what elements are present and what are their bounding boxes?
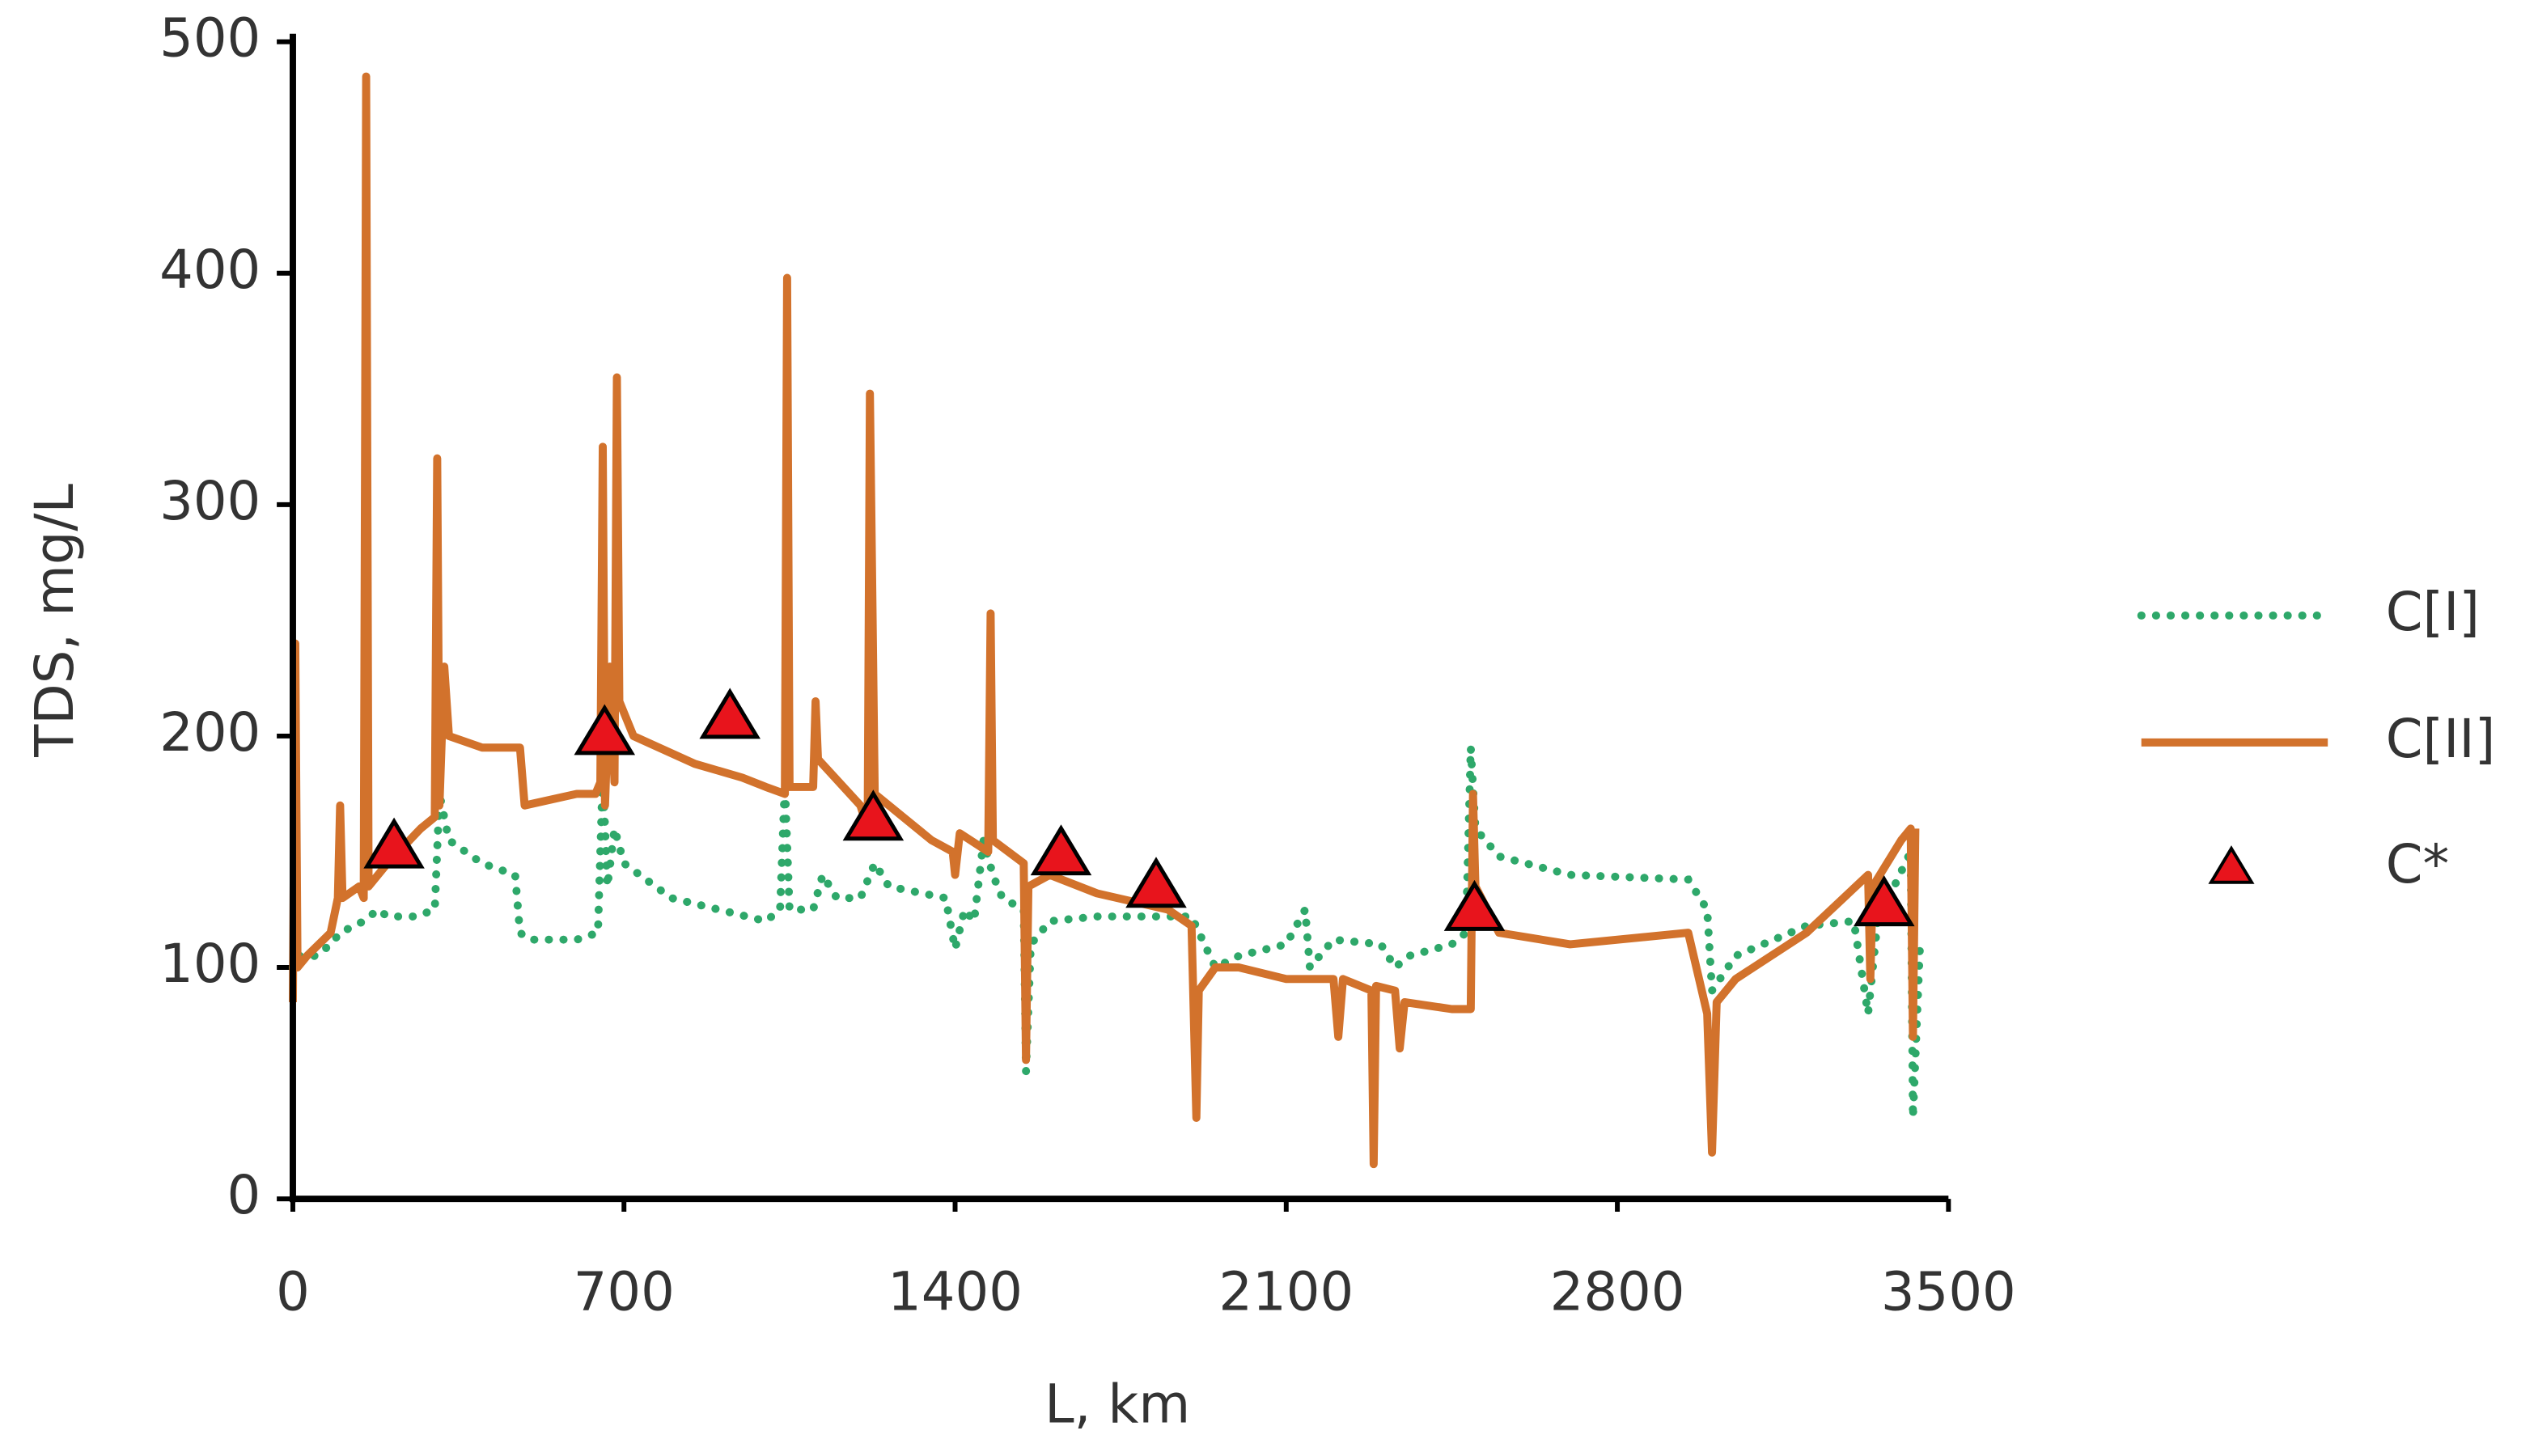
y-tick-label: 100 [159,933,261,995]
x-tick-label: 700 [574,1261,675,1323]
data-point [699,688,761,739]
y-tick-label: 300 [159,471,261,532]
data-point [842,789,905,841]
data-point [1443,879,1506,931]
x-tick-label: 1400 [888,1261,1023,1323]
y-tick-label: 200 [159,702,261,764]
data-point [1854,875,1915,927]
y-tick-label: 400 [159,239,261,301]
legend-marker [2208,845,2255,884]
y-tick-label: 500 [159,8,261,70]
x-axis-label: L, km [1044,1373,1190,1435]
legend-label: C[I] [2386,582,2480,643]
x-tick-label: 0 [276,1261,310,1323]
x-tick-label: 2100 [1218,1261,1354,1323]
y-axis-label: TDS, mg/L [24,483,86,757]
data-point [574,704,636,756]
y-tick-label: 0 [227,1165,261,1226]
x-tick-label: 2800 [1550,1261,1685,1323]
data-point [363,817,425,869]
data-point [1030,824,1092,876]
x-tick-label: 3500 [1881,1261,2016,1323]
data-point [1125,857,1187,908]
data-line [289,72,1920,1169]
data-line [289,747,1925,1119]
legend-label: C[II] [2386,709,2496,770]
legend-label: C* [2386,834,2450,895]
